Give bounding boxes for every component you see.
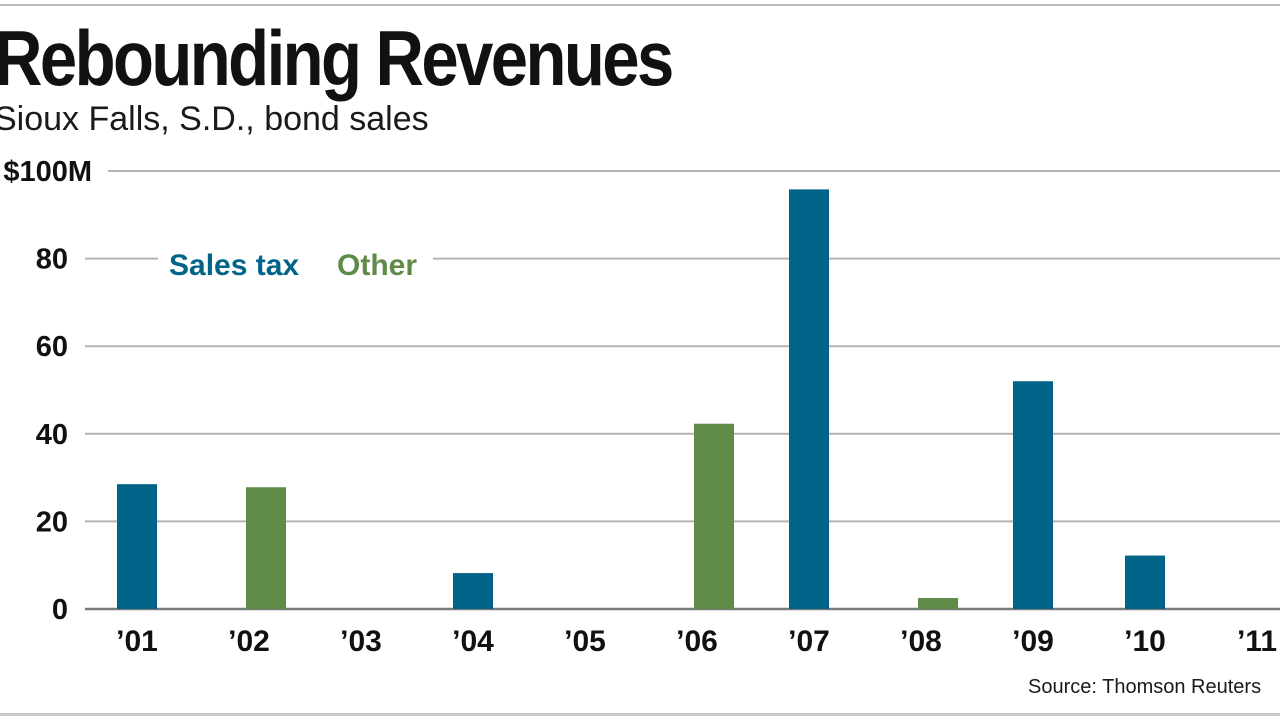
other-bar-06 [694, 423, 734, 609]
legend-sales-tax: Sales tax [169, 249, 299, 282]
x-tick-label: ’03 [340, 625, 382, 658]
other-bar-08 [918, 598, 958, 609]
x-tick-label: ’04 [452, 625, 494, 658]
x-tick-label: ’06 [676, 625, 718, 658]
sales-tax-bar-01 [117, 484, 157, 609]
x-tick-label: ’09 [1012, 625, 1054, 658]
other-bar-02 [246, 487, 286, 609]
y-tick-label: 40 [36, 419, 68, 451]
x-tick-label: ’10 [1124, 625, 1166, 658]
top-rule [0, 4, 1280, 6]
y-tick-label: 0 [52, 594, 68, 626]
bottom-rule [0, 713, 1280, 716]
y-tick-label: 20 [36, 506, 68, 538]
legend-background [158, 240, 433, 286]
source-note: Source: Thomson Reuters [1028, 676, 1262, 698]
x-axis-labels: ’01 ’02 ’03 ’04 ’05 ’06 ’07 ’08 ’09 ’10 ’11 [116, 625, 1277, 658]
sales-tax-bar-07 [789, 189, 829, 609]
chart-title: Rebounding Revenues [0, 14, 674, 102]
x-tick-label: ’05 [564, 625, 606, 658]
y-axis-labels: 0 20 40 60 80 $100M [3, 156, 92, 626]
x-tick-label: ’01 [116, 625, 158, 658]
x-tick-label: ’08 [900, 625, 942, 658]
bars [117, 189, 1165, 609]
x-tick-label: ’02 [228, 625, 270, 658]
x-tick-label: ’07 [788, 625, 830, 658]
chart-subtitle: Sioux Falls, S.D., bond sales [0, 100, 429, 138]
sales-tax-bar-09 [1013, 381, 1053, 609]
y-tick-label: $100M [3, 156, 92, 188]
sales-tax-bar-10 [1125, 555, 1165, 609]
legend-other: Other [337, 249, 417, 282]
legend: Sales tax Other [158, 240, 433, 286]
y-tick-label: 60 [36, 331, 68, 363]
sales-tax-bar-04 [453, 573, 493, 609]
y-tick-label: 80 [36, 244, 68, 276]
x-tick-label: ’11 [1237, 625, 1277, 658]
